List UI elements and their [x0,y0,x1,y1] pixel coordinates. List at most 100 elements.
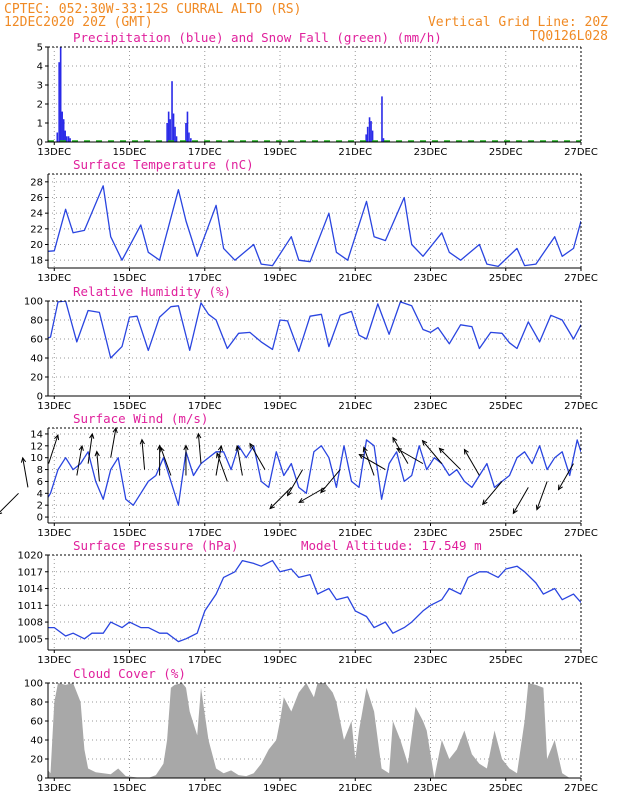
header-code: TQ0126L028 [530,29,608,44]
wind-arrow-head [287,490,293,497]
x-tick-label: 21DEC [338,147,372,158]
panel-rh: 0 20 40 60 80 100 13DEC 15DEC 17DEC 19DEC 21DEC 23D… [24,284,598,412]
y-tick-label: 4 [37,62,43,73]
precip-bar [366,126,369,142]
series-rh [48,301,581,359]
panel-title: Cloud Cover (%) [73,666,186,681]
x-tick-label: 19DEC [263,783,297,794]
precip-bar [56,132,59,142]
x-tick-label: 19DEC [263,273,297,284]
panel-title: Precipitation (blue) and Snow Fall (gree… [73,30,442,45]
precip-bar [188,132,190,142]
wind-arrow [141,439,146,470]
wind-arrow-head [535,504,541,511]
wind-arrow-head [217,444,224,451]
wind-arrow-head [183,444,189,451]
x-tick-label: 21DEC [338,655,372,666]
y-tick-label: 3 [37,81,43,92]
header-grid-note: Vertical Grid Line: 20Z [428,15,608,30]
precip-bar [172,113,175,142]
y-tick-label: 12 [30,441,43,452]
wind-arrow-head [94,450,100,457]
x-tick-label: 19DEC [263,655,297,666]
wind-arrow [439,447,461,470]
y-tick-label: 2 [37,100,43,111]
x-tick-label: 19DEC [263,147,297,158]
x-tick-label: 15DEC [113,528,147,539]
x-tick-label: 15DEC [113,783,147,794]
x-tick-label: 13DEC [37,783,71,794]
precip-bar [24,117,26,142]
panel-title: Surface Wind (m/s) [73,411,208,426]
precip-bar [65,136,68,142]
y-tick-label: 28 [30,177,43,188]
y-tick-label: 18 [30,256,43,267]
header-location: CPTEC: 052:30W-33:12S CURRAL ALTO (RS) [4,2,301,17]
wind-arrow [298,486,326,503]
x-tick-label: 25DEC [489,147,523,158]
precip-bar [381,96,383,142]
wind-arrow-head [54,434,60,441]
x-tick-label: 19DEC [263,401,297,412]
precip-bar [190,138,192,142]
wind-arrow-head [298,497,305,503]
precip-bar [62,119,65,142]
series-temp [48,185,581,268]
rh-line [48,301,581,359]
precip-bar [175,136,178,142]
precip-bar [33,138,35,142]
x-tick-label: 13DEC [37,655,71,666]
pressure-line [48,559,581,643]
wind-arrow-head [269,503,275,510]
precip-bar [382,138,385,142]
wind-arrow [0,492,19,513]
wind-arrow [160,447,172,476]
x-tick-label: 13DEC [37,401,71,412]
y-tick-label: 4 [37,489,43,500]
precip-bar [22,114,24,143]
y-tick-label: 1011 [18,601,43,612]
panel-title: Surface Temperature (nC) [73,157,254,172]
precip-bar [61,111,63,142]
wind-arrow [215,445,222,476]
precip-bar [21,96,23,142]
wind-arrow [363,447,375,476]
y-tick-label: 1020 [18,551,43,562]
y-tick-label: 1017 [18,567,43,578]
x-tick-label: 13DEC [37,147,71,158]
wind-arrow-head [159,446,165,453]
precip-bar [67,136,70,142]
wind-arrow-head [235,444,241,451]
x-tick-label: 21DEC [338,273,372,284]
precip-bar [185,123,187,142]
x-tick-label: 23DEC [414,147,448,158]
panel-title: Relative Humidity (%) [73,284,231,299]
panel-cloud: 0 20 40 60 80 100 13DEC 15DEC 17DEC 19DEC 21DEC 23D… [24,666,598,794]
y-tick-label: 0 [37,513,43,524]
y-tick-label: 8 [37,465,43,476]
wind-arrow-head [362,446,368,453]
x-tick-label: 15DEC [113,273,147,284]
wind-arrow [463,449,480,476]
x-tick-label: 15DEC [113,401,147,412]
panel-temp: 18 20 22 24 26 28 13DEC 15DEC 17DEC 19DEC 21DEC 23D… [30,157,598,284]
y-tick-label: 2 [37,501,43,512]
y-tick-label: 0 [37,138,43,149]
x-tick-label: 17DEC [188,273,222,284]
wind-arrow [320,469,341,493]
series-pressure [48,559,581,643]
series-cloud [48,683,581,778]
x-tick-label: 15DEC [113,147,147,158]
precip-bar [167,111,170,142]
precip-bar [368,117,371,142]
wind-arrow-head [249,442,255,449]
precip-bar [59,47,62,142]
y-tick-label: 60 [30,717,43,728]
x-tick-label: 25DEC [489,401,523,412]
precip-bar [371,130,374,142]
y-tick-label: 1008 [18,618,43,629]
x-tick-label: 17DEC [188,655,222,666]
wind-arrow [236,445,243,476]
precip-bar [19,119,21,142]
